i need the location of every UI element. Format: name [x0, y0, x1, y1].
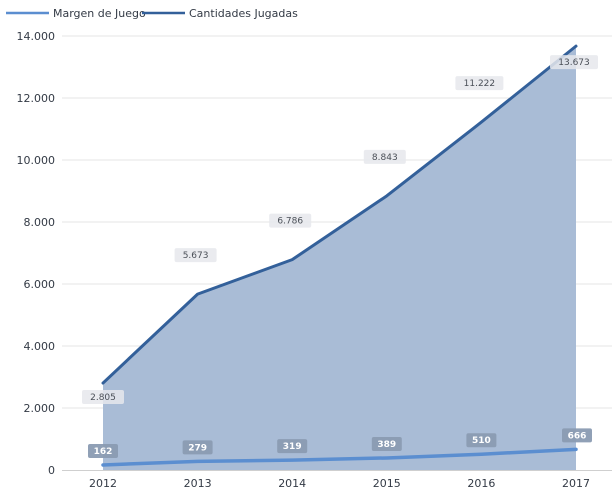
- data-label-margen: 510: [466, 433, 497, 448]
- x-tick-label: 2013: [184, 477, 212, 490]
- line-cantidades-jugadas[interactable]: [101, 44, 578, 385]
- svg-text:11.222: 11.222: [464, 79, 496, 89]
- svg-text:510: 510: [472, 436, 491, 446]
- y-tick-label: 0: [48, 464, 55, 477]
- svg-text:319: 319: [283, 442, 302, 452]
- data-label-cantidades: 13.673: [550, 55, 598, 70]
- y-tick-label: 2.000: [24, 402, 56, 415]
- x-tick-label: 2012: [89, 477, 117, 490]
- data-label-cantidades: 5.673: [174, 248, 217, 263]
- line-margen-de-juego[interactable]: [101, 447, 578, 467]
- svg-text:6.786: 6.786: [277, 217, 303, 227]
- y-tick-label: 6.000: [24, 278, 56, 291]
- data-labels: 2.805 5.673 6.786 8.843 11.222 13.673 162 279 31…: [82, 55, 598, 458]
- data-label-cantidades: 11.222: [455, 76, 504, 91]
- series-areas: [103, 46, 576, 471]
- x-tick-label: 2015: [373, 477, 401, 490]
- x-axis: 2012 2013 2014 2015 2016 2017: [62, 470, 612, 490]
- series-lines: [101, 44, 578, 467]
- y-tick-label: 4.000: [24, 340, 56, 353]
- data-label-margen: 279: [182, 440, 213, 455]
- y-axis: 0 2.000 4.000 6.000 8.000 10.000 12.000 14.000: [17, 30, 56, 477]
- svg-text:279: 279: [188, 443, 207, 453]
- data-label-cantidades: 6.786: [269, 213, 312, 228]
- y-tick-label: 10.000: [17, 154, 56, 167]
- svg-text:5.673: 5.673: [183, 251, 209, 261]
- svg-text:2.805: 2.805: [90, 393, 116, 403]
- area-cantidades-jugadas: [103, 46, 576, 471]
- svg-text:8.843: 8.843: [372, 153, 398, 163]
- data-label-cantidades: 2.805: [82, 390, 124, 404]
- legend: Margen de Juego Cantidades Jugadas: [6, 7, 298, 20]
- y-tick-label: 14.000: [17, 30, 56, 43]
- svg-text:162: 162: [94, 447, 113, 457]
- svg-text:389: 389: [377, 440, 396, 450]
- data-label-margen: 666: [562, 428, 592, 443]
- svg-text:13.673: 13.673: [558, 58, 590, 68]
- legend-label-cantidades[interactable]: Cantidades Jugadas: [189, 7, 298, 20]
- data-label-margen: 162: [88, 443, 118, 458]
- data-label-margen: 319: [277, 439, 308, 454]
- x-tick-label: 2017: [562, 477, 590, 490]
- data-label-margen: 389: [371, 436, 402, 451]
- x-tick-label: 2014: [278, 477, 306, 490]
- x-tick-label: 2016: [467, 477, 495, 490]
- y-tick-label: 12.000: [17, 92, 56, 105]
- y-tick-label: 8.000: [24, 216, 56, 229]
- legend-label-margen[interactable]: Margen de Juego: [53, 7, 146, 20]
- svg-text:666: 666: [568, 431, 587, 441]
- data-label-cantidades: 8.843: [363, 149, 406, 164]
